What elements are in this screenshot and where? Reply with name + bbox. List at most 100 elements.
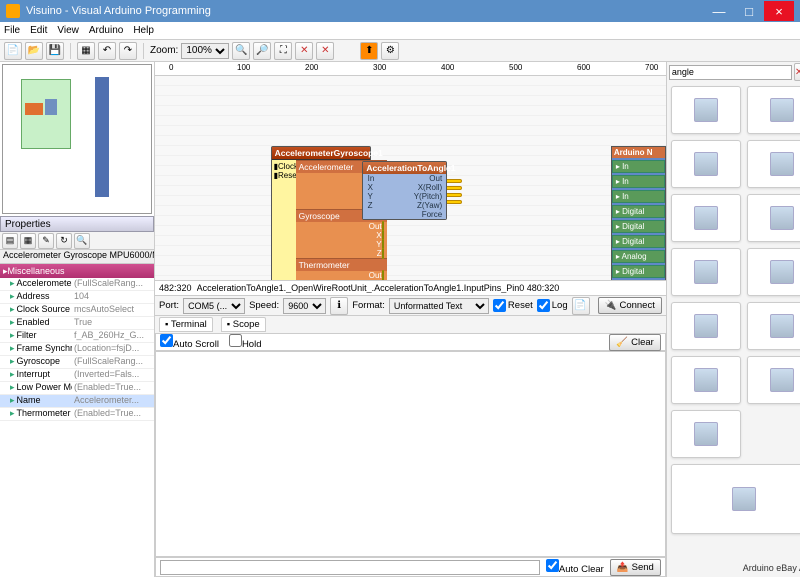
tool-button-1[interactable]: ▦: [77, 42, 95, 60]
property-row[interactable]: ▸Gyroscope(FullScaleRang...: [0, 356, 154, 369]
output-pin[interactable]: Y(Pitch): [405, 192, 447, 201]
tool-button-4[interactable]: ⚙: [381, 42, 399, 60]
property-row[interactable]: ▸Low Power Mo...(Enabled=True...: [0, 382, 154, 395]
open-button[interactable]: 📂: [25, 42, 43, 60]
undo-button[interactable]: ↶: [98, 42, 116, 60]
property-row[interactable]: ▸Address104: [0, 291, 154, 304]
palette-item[interactable]: [671, 194, 741, 242]
prop-tool-5[interactable]: 🔍: [74, 233, 90, 249]
zoom-fit-icon[interactable]: ⛶: [274, 42, 292, 60]
clear-button[interactable]: 🧹 Clear: [609, 334, 661, 351]
zoom-in-icon[interactable]: 🔍: [232, 42, 250, 60]
terminal-output[interactable]: [155, 351, 666, 557]
property-row[interactable]: ▸Clock SourcemcsAutoSelect: [0, 304, 154, 317]
output-pin[interactable]: Force: [405, 210, 447, 219]
palette-item[interactable]: [671, 86, 741, 134]
redo-button[interactable]: ↷: [119, 42, 137, 60]
properties-misc-header[interactable]: ▸ Miscellaneous: [0, 264, 154, 278]
format-select[interactable]: Unformatted Text: [389, 298, 489, 314]
arduino-pin[interactable]: ▸ In: [612, 160, 665, 173]
pin-reset[interactable]: ▮Reset: [272, 171, 296, 180]
autoclear-checkbox[interactable]: Auto Clear: [546, 559, 604, 575]
palette-item[interactable]: [671, 356, 741, 404]
tool-button-2[interactable]: ✕: [295, 42, 313, 60]
zoom-out-icon[interactable]: 🔎: [253, 42, 271, 60]
hold-checkbox[interactable]: Hold: [229, 334, 262, 350]
log-checkbox[interactable]: Log: [537, 299, 568, 312]
output-pin[interactable]: Z(Yaw): [405, 201, 447, 210]
output-pin[interactable]: Z: [296, 249, 387, 258]
palette-item[interactable]: [671, 464, 800, 534]
log-config-icon[interactable]: 📄: [572, 297, 590, 315]
output-pin[interactable]: Out: [405, 174, 447, 183]
tab-terminal[interactable]: ▪ Terminal: [159, 317, 213, 332]
property-row[interactable]: ▸Filterf_AB_260Hz_G...: [0, 330, 154, 343]
output-pin[interactable]: Out: [296, 222, 387, 231]
overview-preview[interactable]: [2, 64, 152, 214]
prop-tool-3[interactable]: ✎: [38, 233, 54, 249]
close-button[interactable]: ×: [764, 1, 794, 21]
new-button[interactable]: 📄: [4, 42, 22, 60]
reset-checkbox[interactable]: Reset: [493, 299, 533, 312]
search-clear-icon[interactable]: ✕: [794, 63, 800, 81]
palette-item[interactable]: [671, 410, 741, 458]
tab-scope[interactable]: ▪ Scope: [221, 317, 266, 332]
send-button[interactable]: 📤 Send: [610, 559, 661, 576]
autoscroll-checkbox[interactable]: Auto Scroll: [160, 334, 219, 350]
arduino-pin[interactable]: ▸ Digital: [612, 235, 665, 248]
design-canvas[interactable]: AccelerometerGyroscope1 ▮Clock ▮Reset Ac…: [155, 76, 666, 280]
palette-item[interactable]: [747, 356, 800, 404]
property-row[interactable]: ▸Accelerometer(FullScaleRang...: [0, 278, 154, 291]
component-acceleration-to-angle[interactable]: AccelerationToAngle1 In X Y Z Out X(Roll…: [362, 161, 447, 220]
palette-item[interactable]: [671, 140, 741, 188]
connect-button[interactable]: 🔌 Connect: [598, 297, 662, 314]
save-button[interactable]: 💾: [46, 42, 64, 60]
speed-info-icon[interactable]: ℹ: [330, 297, 348, 315]
output-pin[interactable]: X(Roll): [405, 183, 447, 192]
output-pin[interactable]: Y: [296, 240, 387, 249]
arduino-pin[interactable]: ▸ Digital: [612, 265, 665, 278]
arduino-pin[interactable]: ▸ Digital: [612, 220, 665, 233]
palette-search[interactable]: [669, 65, 792, 80]
speed-select[interactable]: 9600: [283, 298, 326, 314]
property-row[interactable]: ▸Frame Synchro...(Location=fsjD...: [0, 343, 154, 356]
maximize-button[interactable]: □: [734, 1, 764, 21]
prop-tool-2[interactable]: ▦: [20, 233, 36, 249]
output-pin[interactable]: X: [296, 231, 387, 240]
palette-item[interactable]: [671, 302, 741, 350]
property-row[interactable]: ▸NameAccelerometer...: [0, 395, 154, 408]
input-pin[interactable]: Z: [363, 201, 405, 210]
menu-file[interactable]: File: [4, 25, 20, 36]
component-accelerometer[interactable]: AccelerometerGyroscope1 ▮Clock ▮Reset Ac…: [271, 146, 371, 280]
zoom-select[interactable]: 100%: [181, 43, 229, 59]
palette-item[interactable]: [747, 248, 800, 296]
palette-item[interactable]: [747, 140, 800, 188]
prop-tool-4[interactable]: ↻: [56, 233, 72, 249]
input-pin[interactable]: Y: [363, 192, 405, 201]
menu-edit[interactable]: Edit: [30, 25, 47, 36]
upload-button[interactable]: ⬆: [360, 42, 378, 60]
menu-help[interactable]: Help: [133, 25, 154, 36]
property-row[interactable]: ▸EnabledTrue: [0, 317, 154, 330]
menu-view[interactable]: View: [57, 25, 79, 36]
component-arduino[interactable]: Arduino N ▸ In▸ In▸ In▸ Digital▸ Digital…: [611, 146, 666, 280]
port-select[interactable]: COM5 (...: [183, 298, 245, 314]
menu-arduino[interactable]: Arduino: [89, 25, 123, 36]
arduino-pin[interactable]: ▸ In: [612, 190, 665, 203]
palette-item[interactable]: [671, 248, 741, 296]
input-pin[interactable]: X: [363, 183, 405, 192]
palette-item[interactable]: [747, 86, 800, 134]
pin-clock[interactable]: ▮Clock: [272, 162, 296, 171]
arduino-pin[interactable]: ▸ Analog: [612, 250, 665, 263]
minimize-button[interactable]: —: [704, 1, 734, 21]
tool-button-3[interactable]: ✕: [316, 42, 334, 60]
input-pin[interactable]: In: [363, 174, 405, 183]
arduino-pin[interactable]: ▸ In: [612, 175, 665, 188]
prop-tool-1[interactable]: ▤: [2, 233, 18, 249]
arduino-pin[interactable]: ▸ Digital: [612, 205, 665, 218]
palette-item[interactable]: [747, 302, 800, 350]
output-pin[interactable]: Out: [296, 271, 387, 280]
property-row[interactable]: ▸Interrupt(Inverted=Fals...: [0, 369, 154, 382]
palette-item[interactable]: [747, 194, 800, 242]
terminal-input[interactable]: [160, 560, 540, 575]
